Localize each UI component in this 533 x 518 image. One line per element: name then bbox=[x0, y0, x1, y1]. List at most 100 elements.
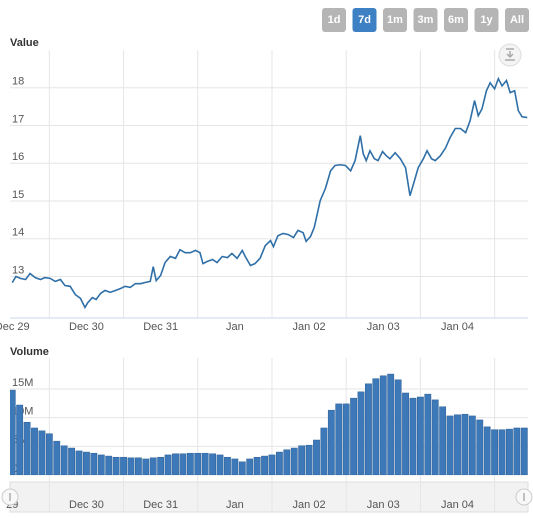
volume-bar bbox=[224, 456, 231, 475]
range-button-bg bbox=[444, 8, 468, 32]
volume-bar bbox=[461, 413, 469, 475]
x-tick-label: Jan 03 bbox=[367, 499, 400, 511]
x-tick-label: Dec 31 bbox=[143, 321, 178, 333]
volume-bar bbox=[454, 414, 461, 475]
range-button[interactable]: 1y bbox=[474, 8, 499, 32]
range-button-label: 6m bbox=[448, 14, 464, 26]
x-tick-label: Jan 02 bbox=[293, 321, 326, 333]
volume-bar bbox=[491, 429, 499, 475]
volume-bar bbox=[216, 454, 224, 475]
export-icon bbox=[505, 48, 515, 61]
volume-bar bbox=[350, 397, 358, 475]
volume-bar bbox=[231, 458, 239, 475]
volume-bar bbox=[10, 389, 16, 475]
range-button[interactable]: 6m bbox=[444, 8, 468, 32]
volume-bar bbox=[357, 391, 365, 475]
volume-bar bbox=[97, 454, 105, 475]
volume-bar bbox=[149, 457, 157, 475]
volume-bar bbox=[172, 453, 179, 475]
volume-bar bbox=[75, 450, 83, 475]
volume-bar bbox=[283, 449, 291, 475]
volume-bar bbox=[105, 455, 113, 475]
range-button-bg bbox=[352, 8, 377, 32]
volume-bar bbox=[372, 378, 380, 475]
x-tick-label: Dec 31 bbox=[143, 499, 178, 511]
volume-bar bbox=[16, 404, 24, 475]
range-button[interactable]: 7d bbox=[352, 8, 377, 32]
volume-bar bbox=[120, 456, 127, 475]
volume-bar bbox=[186, 452, 194, 475]
x-tick-label: Dec 30 bbox=[69, 321, 104, 333]
volume-bar bbox=[238, 461, 246, 475]
x-tick-label: Jan bbox=[226, 321, 244, 333]
range-button-label: All bbox=[510, 14, 524, 26]
volume-bar bbox=[483, 426, 491, 475]
volume-bar bbox=[327, 409, 335, 475]
range-button-label: 3m bbox=[418, 14, 434, 26]
volume-bar bbox=[290, 447, 298, 475]
y-tick-label: 16 bbox=[12, 151, 24, 163]
x-tick-label: Jan bbox=[226, 499, 244, 511]
volume-bar bbox=[31, 427, 38, 475]
volume-bar bbox=[416, 396, 424, 475]
volume-bar bbox=[342, 403, 350, 475]
volume-bar bbox=[298, 445, 306, 475]
axis-title: Value bbox=[10, 37, 39, 49]
volume-bar bbox=[520, 427, 528, 475]
y-tick-label: 18 bbox=[12, 76, 24, 88]
volume-bar bbox=[45, 433, 53, 475]
volume-bar bbox=[90, 452, 98, 475]
volume-bar bbox=[439, 406, 447, 475]
volume-bar bbox=[23, 421, 31, 475]
volume-bar bbox=[179, 453, 187, 475]
range-button[interactable]: 3m bbox=[413, 8, 438, 32]
range-button[interactable]: 1m bbox=[383, 8, 407, 32]
x-tick-label: Dec 29 bbox=[0, 321, 30, 333]
volume-bar bbox=[313, 439, 320, 475]
x-tick-label: Dec 30 bbox=[69, 499, 104, 511]
volume-bar bbox=[513, 427, 521, 475]
volume-bar bbox=[261, 455, 268, 475]
volume-bar bbox=[268, 454, 276, 475]
volume-bar bbox=[112, 456, 120, 475]
range-button-bg bbox=[322, 8, 346, 32]
volume-bar bbox=[38, 430, 46, 475]
volume-bar bbox=[253, 456, 261, 475]
range-button-bg bbox=[413, 8, 438, 32]
x-tick-label: Jan 03 bbox=[367, 321, 400, 333]
volume-bar bbox=[335, 403, 343, 475]
volume-bar bbox=[394, 379, 402, 475]
volume-bar bbox=[164, 454, 172, 475]
volume-bar bbox=[446, 415, 454, 475]
volume-bar bbox=[431, 399, 439, 475]
volume-bar bbox=[246, 458, 254, 475]
range-button-label: 1d bbox=[328, 14, 341, 26]
volume-bar bbox=[194, 452, 202, 475]
range-button[interactable]: All bbox=[505, 8, 529, 32]
volume-bar bbox=[365, 383, 372, 475]
volume-bar bbox=[157, 456, 165, 475]
volume-bar bbox=[320, 427, 328, 475]
y-tick-label: 15M bbox=[12, 377, 33, 389]
volume-bar bbox=[476, 419, 484, 475]
volume-bar bbox=[498, 429, 506, 475]
range-button[interactable]: 1d bbox=[322, 8, 346, 32]
volume-bar bbox=[409, 397, 417, 475]
volume-bar bbox=[68, 447, 76, 475]
range-button-bg bbox=[505, 8, 529, 32]
volume-bar bbox=[142, 458, 150, 475]
y-tick-label: 14 bbox=[12, 227, 24, 239]
volume-bar bbox=[53, 440, 61, 475]
x-tick-label: Jan 04 bbox=[441, 321, 474, 333]
x-tick-label: Jan 04 bbox=[441, 499, 474, 511]
range-button-bg bbox=[383, 8, 407, 32]
volume-bar bbox=[424, 393, 432, 475]
volume-bar bbox=[60, 445, 68, 475]
volume-bar bbox=[201, 452, 209, 475]
volume-bar bbox=[468, 415, 476, 475]
range-button-label: 7d bbox=[358, 14, 371, 26]
volume-bar bbox=[506, 428, 513, 475]
volume-bar bbox=[379, 375, 387, 475]
volume-bar bbox=[305, 444, 313, 475]
